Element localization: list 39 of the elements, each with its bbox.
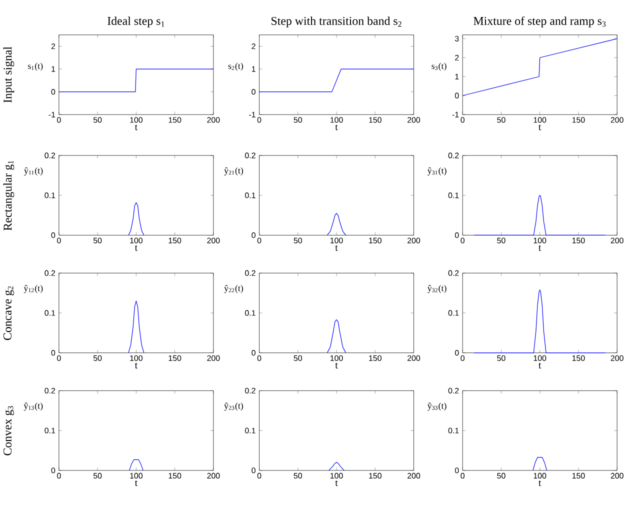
x-axis-title: t [134, 362, 138, 368]
x-axis-title: t [538, 245, 542, 251]
x-axis-title: t [134, 480, 138, 486]
line-series [328, 462, 345, 471]
line-series [326, 212, 346, 236]
y-axis-title: ŷ$_{21}$(t) [224, 167, 244, 176]
text: Input signal [3, 46, 14, 102]
x-axis-title: t [335, 480, 338, 486]
x-axis-title: t [134, 245, 138, 251]
x-axis-title: t [335, 245, 338, 251]
text: Convex g$_{3}$ [3, 406, 14, 456]
y-axis-title: s$_{3}$(t) [432, 62, 446, 71]
line-series [462, 38, 618, 96]
chart-title: Mixture of step and ramp s$_{3}$ [474, 16, 606, 28]
x-axis-title: t [335, 124, 338, 130]
chart-title: Ideal step s$_{1}$ [108, 16, 164, 28]
y-axis-title: ŷ$_{31}$(t) [427, 167, 446, 176]
line-series [474, 194, 606, 236]
line-series [474, 289, 606, 353]
x-axis-title: t [538, 124, 542, 130]
y-axis-title: ŷ$_{23}$(t) [224, 402, 244, 411]
y-axis-title: ŷ$_{12}$(t) [24, 284, 43, 293]
text: Rectangular g$_{1}$ [3, 160, 14, 230]
y-axis-title: s$_{2}$(t) [228, 62, 244, 71]
x-axis-title: t [134, 124, 138, 130]
x-axis-title: t [538, 480, 542, 486]
y-axis-title: ŷ$_{22}$(t) [224, 284, 244, 293]
y-axis-title: ŷ$_{11}$(t) [24, 167, 43, 176]
line-series [128, 202, 144, 236]
x-axis-title: t [335, 362, 338, 368]
y-axis-title: ŷ$_{13}$(t) [24, 402, 43, 411]
chart-title: Step with transition band s$_{2}$ [272, 16, 402, 28]
text: Concave g$_{2}$ [3, 286, 14, 340]
line-series [128, 300, 144, 353]
y-axis-title: ŷ$_{32}$(t) [427, 284, 446, 293]
y-axis-title: ŷ$_{33}$(t) [427, 402, 446, 411]
x-axis-title: t [538, 362, 542, 368]
y-axis-title: s$_{1}$(t) [28, 62, 43, 71]
line-series [326, 319, 346, 353]
